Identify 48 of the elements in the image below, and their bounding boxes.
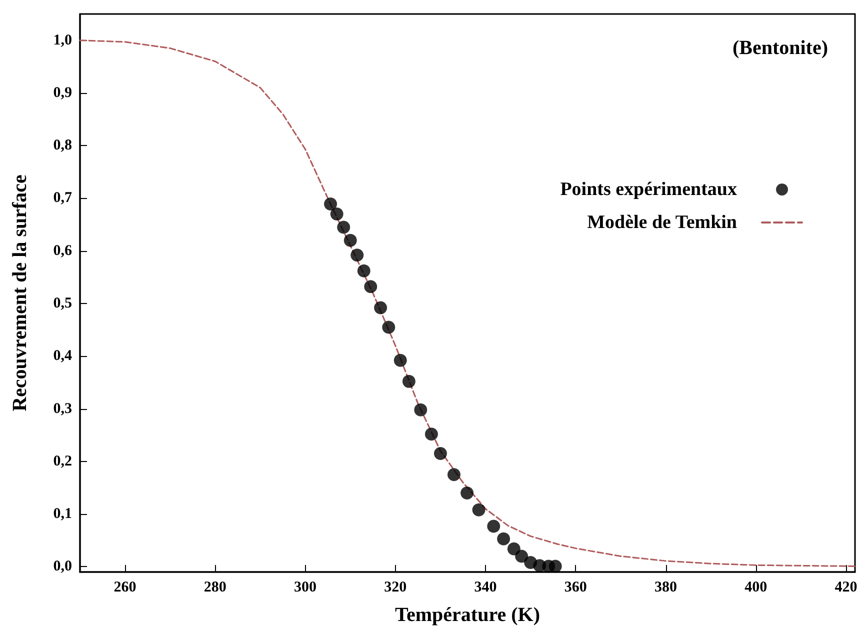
point [324, 198, 338, 211]
point [337, 220, 350, 234]
point [434, 447, 447, 460]
y-tick-label: 0,0 [53, 558, 72, 575]
point [487, 520, 500, 533]
point [344, 234, 357, 247]
point [374, 301, 388, 314]
point [350, 248, 364, 262]
x-tick-label: 300 [294, 580, 317, 596]
x-tick-label: 360 [564, 580, 587, 596]
x-axis-title: Température (K) [395, 604, 540, 626]
y-tick-label: 0,9 [53, 84, 72, 101]
x-tick-label: 340 [474, 580, 497, 596]
point [357, 264, 370, 278]
point [424, 428, 438, 441]
point [497, 532, 510, 546]
x-tick-label: 260 [114, 580, 136, 596]
point [460, 486, 474, 500]
point [394, 354, 407, 367]
x-tick-label: 420 [834, 580, 858, 596]
point [447, 468, 460, 482]
x-tick-label: 280 [204, 580, 226, 596]
y-tick-label: 0,3 [53, 400, 72, 417]
legend-label: Modèle de Temkin [587, 212, 738, 233]
legend-label: Points expérimentaux [560, 179, 738, 200]
point [515, 550, 528, 563]
point [548, 560, 562, 573]
y-tick-label: 1,0 [53, 32, 72, 48]
y-tick-label: 0,6 [53, 242, 72, 259]
y-tick-label: 0,5 [53, 296, 72, 312]
point [414, 403, 428, 416]
line-series [79, 40, 856, 567]
x-tick-label: 320 [384, 580, 407, 596]
point [364, 280, 378, 294]
x-tick-label: 380 [654, 580, 678, 596]
y-tick-label: 0,1 [53, 506, 72, 522]
point [382, 320, 396, 334]
y-tick-label: 0,7 [53, 190, 72, 206]
point [472, 503, 486, 516]
annotation: (Bentonite) [732, 37, 828, 59]
y-tick-label: 0,8 [53, 138, 72, 154]
x-tick-label: 400 [744, 580, 768, 596]
y-tick-label: 0,2 [53, 453, 72, 470]
y-axis-title: Recouvrement de la surface [9, 174, 31, 412]
point [330, 208, 344, 221]
point [402, 374, 416, 388]
y-tick-label: 0,4 [53, 348, 72, 364]
point [507, 542, 520, 556]
